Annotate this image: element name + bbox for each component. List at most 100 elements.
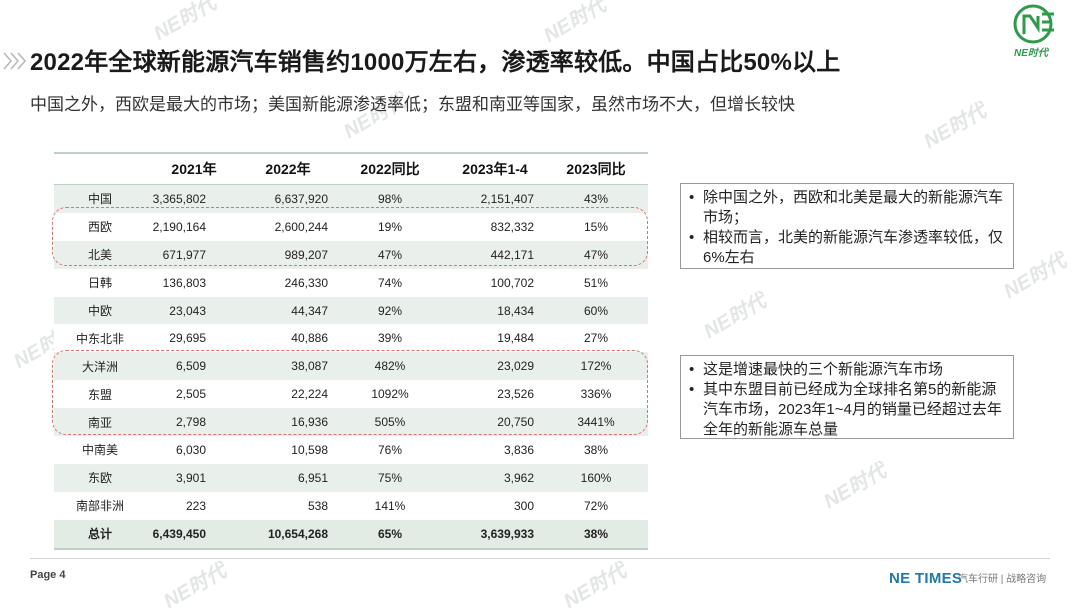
table-row: 西欧 2,190,164 2,600,244 19% 832,332 15% [54,212,648,241]
table-cell-region: 中东北非 [54,324,146,353]
table-cell-y2021: 671,977 [146,240,242,269]
table-cell-y2023: 2,151,407 [446,184,544,213]
table-cell-y2023: 23,526 [446,380,544,409]
table-cell-yoy2023: 51% [544,268,648,297]
table-cell-yoy2023: 3441% [544,408,648,437]
table-row: 中国 3,365,802 6,637,920 98% 2,151,407 43% [54,184,648,213]
table-cell-yoy2022: 74% [334,268,446,297]
table-cell-y2021: 3,365,802 [146,184,242,213]
table-cell-yoy2022: 505% [334,408,446,437]
table-cell-yoy2023: 15% [544,212,648,241]
table-row: 中东北非 29,695 40,886 39% 19,484 27% [54,324,648,353]
table-row: 南亚 2,798 16,936 505% 20,750 3441% [54,408,648,437]
note-item: 其中东盟目前已经成为全球排名第5的新能源汽车市场，2023年1~4月的销量已经超… [689,380,1005,440]
table-cell-y2022: 44,347 [242,296,334,325]
footer-divider [30,558,1050,559]
table-cell-yoy2022: 19% [334,212,446,241]
table-row: 大洋洲 6,509 38,087 482% 23,029 172% [54,352,648,381]
ev-sales-table: 2021年 2022年 2022同比 2023年1-4 2023同比 中国 3,3… [54,152,648,550]
table-row: 南部非洲 223 538 141% 300 72% [54,491,648,520]
table-cell-y2023: 300 [446,491,544,520]
table-cell-region: 日韩 [54,268,146,297]
table-cell-yoy2022: 39% [334,324,446,353]
table-cell-y2023: 832,332 [446,212,544,241]
watermark: NE时代 [700,290,771,344]
table-cell-yoy2023: 43% [544,184,648,213]
table-cell-region: 东欧 [54,463,146,492]
table-cell-yoy2022: 98% [334,184,446,213]
table-cell-yoy2022: 75% [334,463,446,492]
table-row: 北美 671,977 989,207 47% 442,171 47% [54,240,648,269]
ne-times-logo-icon [996,0,1080,64]
table-row: 东盟 2,505 22,224 1092% 23,526 336% [54,380,648,409]
table-cell-y2023: 3,639,933 [446,519,544,550]
column-header: 2023年1-4 [446,152,544,185]
table-cell-y2022: 538 [242,491,334,520]
table-cell-yoy2022: 92% [334,296,446,325]
footer-tagline: 汽车行研 | 战略咨询 [958,574,1047,585]
table-cell-y2022: 10,654,268 [242,519,334,550]
watermark: NE时代 [920,100,991,154]
table-cell-y2023: 19,484 [446,324,544,353]
table-cell-y2021: 6,030 [146,436,242,464]
table-cell-yoy2022: 1092% [334,380,446,409]
table-row: 总计 6,439,450 10,654,268 65% 3,639,933 38% [54,519,648,550]
table-cell-y2022: 10,598 [242,436,334,464]
table-cell-yoy2022: 47% [334,240,446,269]
table-row: 东欧 3,901 6,951 75% 3,962 160% [54,463,648,492]
table-cell-y2023: 23,029 [446,352,544,381]
table-cell-y2023: 442,171 [446,240,544,269]
table-cell-y2021: 2,190,164 [146,212,242,241]
note-item: 相较而言，北美的新能源汽车渗透率较低，仅6%左右 [689,228,1005,268]
column-header: 2021年 [146,152,242,185]
watermark: NE时代 [150,0,221,46]
table-cell-yoy2023: 72% [544,491,648,520]
table-cell-yoy2023: 38% [544,519,648,550]
table-header-row: 2021年 2022年 2022同比 2023年1-4 2023同比 [54,152,648,185]
watermark: NE时代 [560,560,631,614]
table-cell-region: 北美 [54,240,146,269]
table-cell-yoy2023: 336% [544,380,648,409]
watermark: NE时代 [820,460,891,514]
table-cell-y2022: 22,224 [242,380,334,409]
table-cell-y2021: 29,695 [146,324,242,353]
table-cell-y2021: 2,798 [146,408,242,437]
column-header: 2022年 [242,152,334,185]
footer-brand: NE TIMES [889,570,963,587]
table-cell-y2021: 6,509 [146,352,242,381]
table-cell-y2022: 6,951 [242,463,334,492]
table-cell-region: 中欧 [54,296,146,325]
table-cell-yoy2022: 65% [334,519,446,550]
table-cell-yoy2023: 160% [544,463,648,492]
table-cell-yoy2023: 172% [544,352,648,381]
table-cell-region: 东盟 [54,380,146,409]
table-cell-y2022: 989,207 [242,240,334,269]
highlight-box-fast-growing-markets [52,350,648,435]
table-cell-yoy2022: 482% [334,352,446,381]
page-number: Page 4 [30,569,66,581]
table-row: 中南美 6,030 10,598 76% 3,836 38% [54,436,648,464]
note-box-fastest-growth: 这是增速最快的三个新能源汽车市场 其中东盟目前已经成为全球排名第5的新能源汽车市… [680,355,1014,439]
table-cell-y2023: 18,434 [446,296,544,325]
table-cell-y2022: 246,330 [242,268,334,297]
note-item: 这是增速最快的三个新能源汽车市场 [689,360,1005,380]
note-box-largest-markets: 除中国之外，西欧和北美是最大的新能源汽车市场； 相较而言，北美的新能源汽车渗透率… [680,183,1014,269]
table-cell-yoy2023: 38% [544,436,648,464]
table-cell-yoy2023: 47% [544,240,648,269]
column-header: 2022同比 [334,152,446,185]
table-cell-yoy2022: 76% [334,436,446,464]
logo-text: NE时代 [1014,48,1048,59]
table-cell-y2023: 3,836 [446,436,544,464]
table-row: 中欧 23,043 44,347 92% 18,434 60% [54,296,648,325]
page-subtitle: 中国之外，西欧是最大的市场；美国新能源渗透率低；东盟和南亚等国家，虽然市场不大，… [30,95,795,114]
table-cell-y2022: 40,886 [242,324,334,353]
table-cell-y2021: 6,439,450 [146,519,242,550]
note-item: 除中国之外，西欧和北美是最大的新能源汽车市场； [689,188,1005,228]
table-cell-region: 南亚 [54,408,146,437]
column-header: 2023同比 [544,152,648,185]
table-cell-y2023: 100,702 [446,268,544,297]
table-cell-y2021: 2,505 [146,380,242,409]
table-cell-region: 南部非洲 [54,491,146,520]
table-cell-region: 中南美 [54,436,146,464]
table-cell-y2021: 136,803 [146,268,242,297]
